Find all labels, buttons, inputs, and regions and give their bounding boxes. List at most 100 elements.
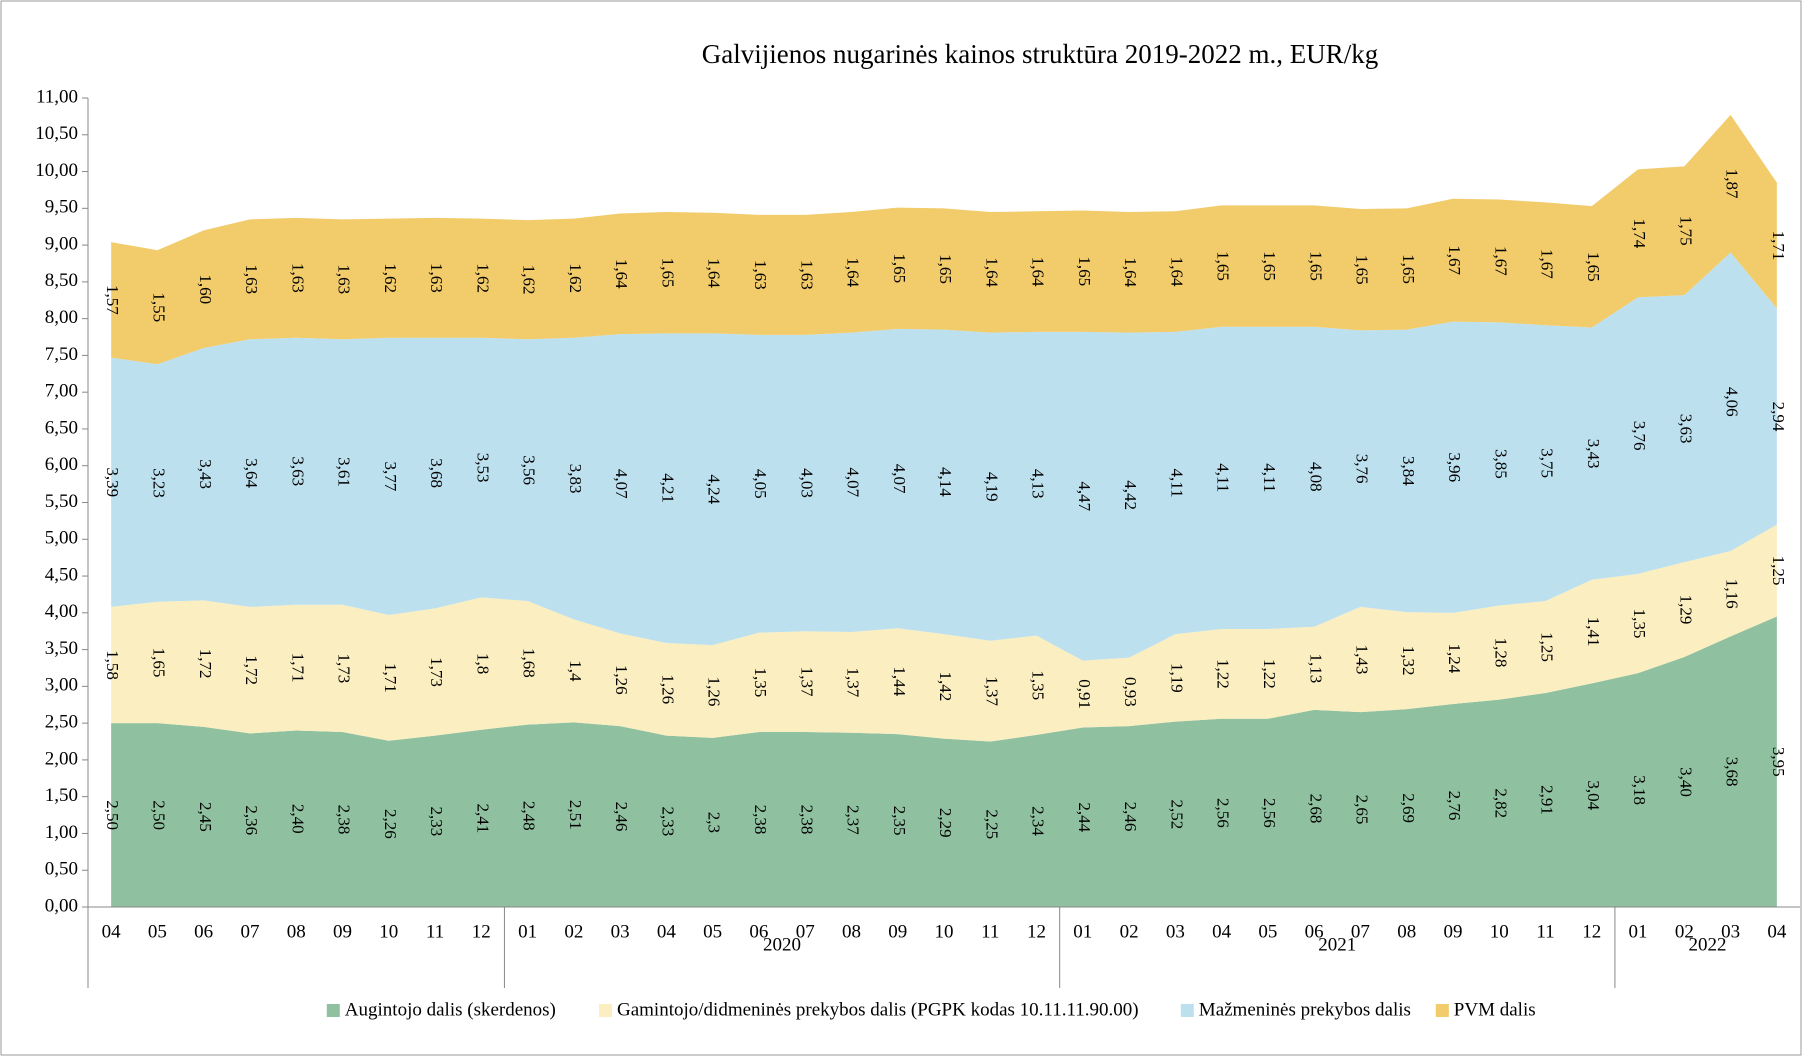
data-label: 4,08: [1306, 462, 1325, 492]
data-label: 1,71: [1769, 231, 1788, 261]
legend-swatch: [1435, 1004, 1449, 1017]
data-label: 3,75: [1538, 448, 1557, 478]
data-label: 1,64: [705, 258, 724, 288]
y-tick-label: 3,00: [45, 675, 78, 696]
data-label: 3,96: [1445, 452, 1464, 482]
data-label: 1,29: [1676, 595, 1695, 625]
x-tick-label: 06: [1305, 921, 1324, 942]
data-label: 3,95: [1769, 747, 1788, 777]
data-label: 2,50: [149, 800, 168, 830]
x-tick-label: 05: [703, 921, 722, 942]
data-label: 2,45: [196, 802, 215, 832]
y-tick-label: 9,00: [45, 233, 78, 254]
data-label: 3,61: [335, 457, 354, 487]
x-tick-label: 02: [564, 921, 583, 942]
data-label: 1,64: [1121, 257, 1140, 287]
data-label: 1,67: [1491, 246, 1510, 276]
data-label: 2,50: [103, 800, 122, 830]
data-label: 1,60: [196, 274, 215, 304]
legend-label: Mažmeninės prekybos dalis: [1199, 999, 1411, 1020]
area: [111, 524, 1777, 742]
group-label: 2020: [763, 934, 801, 955]
x-tick-label: 01: [1629, 921, 1648, 942]
data-label: 2,69: [1399, 793, 1418, 823]
x-tick-label: 02: [1675, 921, 1694, 942]
data-label: 4,11: [1167, 468, 1186, 497]
area: [111, 616, 1777, 907]
y-tick-label: 0,00: [45, 895, 78, 916]
data-label: 3,56: [520, 455, 539, 485]
x-tick-label: 01: [1073, 921, 1092, 942]
data-label: 1,58: [103, 650, 122, 680]
data-label: 1,64: [612, 259, 631, 289]
data-label: 2,56: [1260, 798, 1279, 828]
data-label: 2,26: [381, 809, 400, 839]
data-label: 1,37: [797, 667, 816, 697]
x-tick-label: 08: [287, 921, 306, 942]
y-tick-label: 2,00: [45, 748, 78, 769]
legend-label: Gamintojo/didmeninės prekybos dalis (PGP…: [617, 999, 1139, 1020]
data-label: 2,94: [1769, 402, 1788, 432]
x-tick-label: 04: [657, 921, 677, 942]
x-tick-label: 02: [1120, 921, 1139, 942]
data-label: 1,67: [1538, 249, 1557, 279]
x-tick-label: 03: [1721, 921, 1740, 942]
x-tick-label: 08: [1397, 921, 1416, 942]
data-label: 3,53: [473, 453, 492, 483]
y-tick-label: 1,50: [45, 785, 78, 806]
data-label: 1,64: [1029, 257, 1048, 287]
data-label: 2,65: [1353, 795, 1372, 825]
y-tick-label: 10,50: [35, 123, 78, 144]
data-label: 1,24: [1445, 644, 1464, 674]
data-label: 3,84: [1399, 456, 1418, 486]
data-label: 3,76: [1353, 454, 1372, 484]
data-label: 2,91: [1538, 785, 1557, 815]
data-label: 1,67: [1445, 245, 1464, 275]
y-tick-label: 11,00: [36, 86, 78, 107]
data-label: 3,43: [196, 459, 215, 489]
data-label: 1,63: [427, 263, 446, 293]
data-label: 2,48: [520, 801, 539, 831]
data-label: 1,25: [1538, 632, 1557, 662]
data-label: 1,8: [473, 653, 492, 674]
data-label: 4,19: [982, 472, 1001, 502]
data-label: 1,62: [520, 265, 539, 295]
area: [111, 252, 1777, 661]
x-tick-label: 04: [1212, 921, 1232, 942]
data-label: 1,65: [1075, 256, 1094, 286]
data-label: 4,07: [612, 469, 631, 499]
data-label: 2,68: [1306, 794, 1325, 824]
x-tick-label: 12: [1027, 921, 1046, 942]
data-label: 1,74: [1630, 218, 1649, 248]
data-label: 1,44: [890, 666, 909, 696]
area: [111, 114, 1777, 365]
data-label: 3,23: [149, 468, 168, 498]
legend-swatch: [599, 1004, 612, 1017]
data-label: 1,41: [1584, 617, 1603, 647]
x-tick-label: 09: [1443, 921, 1462, 942]
data-label: 1,22: [1260, 659, 1279, 689]
data-label: 1,35: [1630, 609, 1649, 639]
data-label: 2,38: [335, 805, 354, 835]
data-label: 1,22: [1214, 659, 1233, 689]
legend-swatch: [326, 1004, 340, 1017]
data-label: 1,62: [473, 263, 492, 293]
data-label: 2,40: [288, 804, 307, 834]
data-label: 1,62: [566, 263, 585, 293]
x-tick-label: 12: [472, 921, 491, 942]
data-label: 1,63: [335, 264, 354, 294]
data-label: 4,42: [1121, 480, 1140, 510]
data-label: 4,06: [1723, 387, 1742, 417]
data-label: 4,11: [1260, 463, 1279, 492]
data-label: 3,39: [103, 467, 122, 497]
data-label: 2,33: [427, 806, 446, 836]
data-label: 1,64: [1167, 257, 1186, 287]
x-tick-label: 10: [379, 921, 398, 942]
data-label: 1,4: [566, 660, 585, 682]
group-label: 2021: [1318, 934, 1356, 955]
x-tick-label: 09: [333, 921, 352, 942]
data-label: 1,43: [1353, 645, 1372, 675]
group-label: 2022: [1688, 934, 1726, 955]
data-label: 1,65: [1214, 251, 1233, 281]
y-tick-label: 7,00: [45, 381, 78, 402]
